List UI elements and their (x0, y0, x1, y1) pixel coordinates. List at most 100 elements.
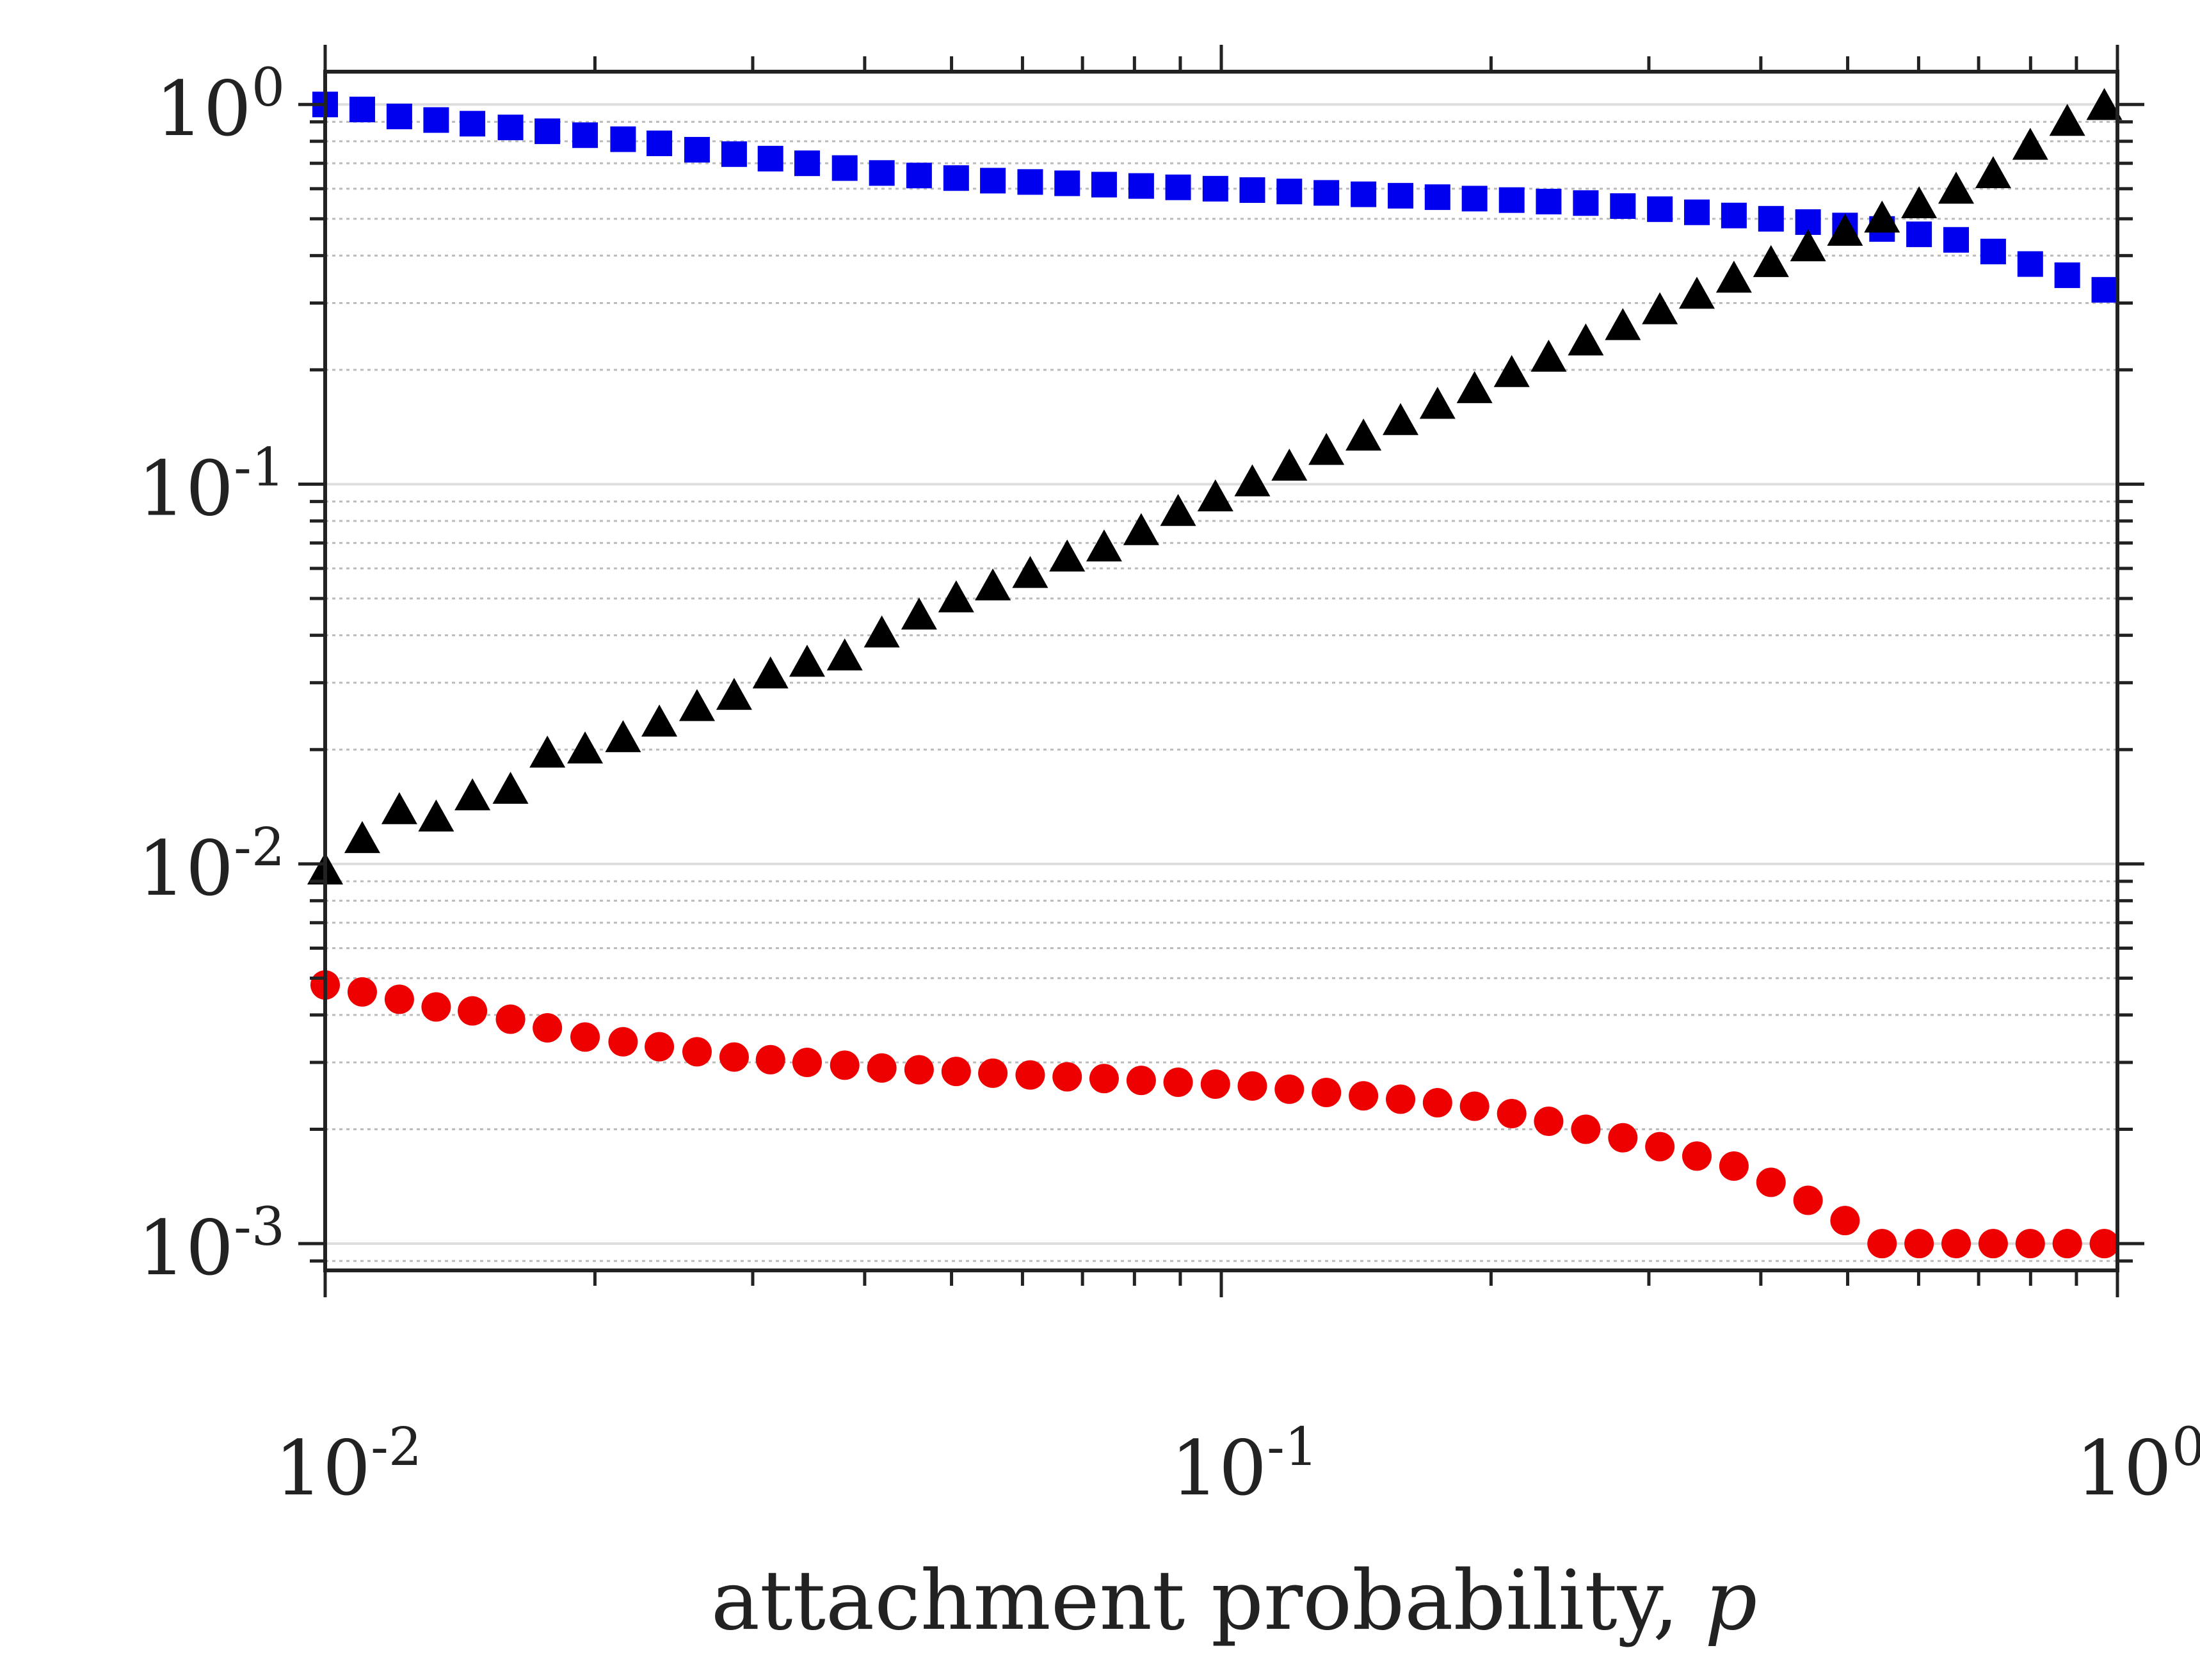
triangle-marker (1975, 156, 2011, 189)
circle-marker (1200, 1069, 1230, 1099)
x-tick-label-exponent: -2 (371, 1417, 422, 1478)
circle-marker (347, 977, 377, 1007)
square-marker (1573, 190, 1599, 216)
circle-marker (1422, 1087, 1452, 1117)
y-tick-label-base: 10 (138, 445, 234, 533)
y-tick-label: 10-1 (138, 438, 285, 533)
circle-marker (830, 1050, 860, 1080)
square-marker (1758, 205, 1784, 232)
x-tick-label-base: 10 (1171, 1424, 1267, 1512)
circle-marker (1349, 1081, 1379, 1111)
square-marker (646, 130, 673, 156)
square-marker (1054, 170, 1080, 196)
circle-marker (1126, 1066, 1156, 1096)
y-tick-label-base: 10 (138, 1204, 234, 1292)
y-tick-label-base: 10 (138, 824, 234, 913)
triangle-marker (529, 735, 566, 768)
triangle-marker (1419, 387, 1456, 419)
square-marker (423, 107, 449, 133)
circle-marker (570, 1022, 600, 1052)
x-tick-label-exponent: -1 (1267, 1417, 1318, 1478)
square-marker (869, 160, 895, 186)
y-tick-label: 100 (156, 58, 285, 153)
square-marker (831, 155, 858, 181)
square-marker (1683, 199, 1710, 225)
triangle-marker (605, 720, 641, 753)
square-marker (757, 145, 783, 172)
circle-marker (719, 1042, 749, 1072)
triangle-marker (454, 778, 491, 811)
triangle-marker (1901, 186, 1938, 219)
x-tick-label: 100 (2076, 1417, 2200, 1512)
circle-marker (1312, 1078, 1342, 1108)
x-tick-label-base: 10 (275, 1424, 371, 1512)
y-tick-label-exponent: -2 (234, 817, 285, 878)
triangle-marker (1086, 529, 1122, 562)
y-tick-label-exponent: -1 (234, 438, 285, 499)
x-tick-label-exponent: 0 (2172, 1417, 2200, 1478)
triangle-marker (975, 568, 1011, 601)
series-square (312, 92, 2117, 303)
circle-marker (384, 984, 414, 1014)
square-marker (1202, 175, 1228, 202)
triangle-marker (1308, 433, 1345, 465)
triangle-marker (492, 771, 529, 804)
data-series (307, 88, 2123, 1259)
triangle-marker (1383, 403, 1419, 435)
triangle-marker (716, 678, 752, 710)
square-marker (534, 118, 561, 145)
triangle-marker (1642, 292, 1678, 324)
square-marker (721, 141, 747, 167)
triangle-marker (2049, 104, 2085, 136)
square-marker (1276, 179, 1303, 205)
x-tick-label: 10-1 (1171, 1417, 1318, 1512)
triangle-marker (752, 656, 789, 689)
axis-ticks (298, 45, 2144, 1297)
square-marker (1610, 193, 1636, 220)
circle-marker (2089, 1229, 2119, 1259)
square-marker (610, 126, 636, 152)
circle-marker (1608, 1123, 1638, 1153)
y-tick-label-exponent: 0 (252, 58, 285, 118)
square-marker (1536, 188, 1562, 214)
square-marker (1239, 177, 1265, 204)
circle-marker (1756, 1167, 1786, 1197)
circle-marker (1497, 1098, 1527, 1128)
circle-marker (1015, 1060, 1045, 1090)
circle-marker (1089, 1064, 1119, 1094)
triangle-marker (678, 689, 715, 721)
circle-marker (1978, 1229, 2008, 1259)
circle-marker (495, 1004, 526, 1034)
square-marker (1980, 238, 2006, 264)
square-marker (906, 163, 932, 189)
circle-marker (2015, 1229, 2045, 1259)
triangle-marker (1493, 355, 1530, 387)
circle-marker (645, 1032, 675, 1062)
circle-marker (1052, 1062, 1082, 1092)
square-marker (1424, 184, 1450, 211)
triangle-marker (1568, 323, 1604, 356)
circle-marker (1386, 1084, 1416, 1114)
square-marker (460, 111, 486, 137)
x-axis-title-variable: p (1705, 1553, 1757, 1649)
triangle-marker (1197, 479, 1233, 511)
triangle-marker (641, 704, 678, 737)
triangle-marker (1160, 493, 1196, 526)
triangle-marker (1790, 229, 1826, 262)
square-marker (1943, 227, 1970, 253)
circle-marker (458, 996, 488, 1026)
triangle-marker (789, 644, 825, 677)
triangle-marker (381, 792, 417, 824)
x-tick-label: 10-2 (275, 1417, 422, 1512)
triangle-marker (2086, 88, 2123, 120)
x-tick-label-base: 10 (2076, 1424, 2172, 1512)
circle-marker (867, 1053, 897, 1083)
square-marker (980, 168, 1006, 194)
triangle-marker (1938, 172, 1975, 204)
triangle-marker (938, 580, 974, 612)
square-marker (1461, 186, 1488, 212)
circle-marker (533, 1013, 563, 1043)
square-marker (2017, 251, 2043, 277)
circle-marker (1534, 1106, 1564, 1136)
triangle-marker (901, 597, 937, 630)
